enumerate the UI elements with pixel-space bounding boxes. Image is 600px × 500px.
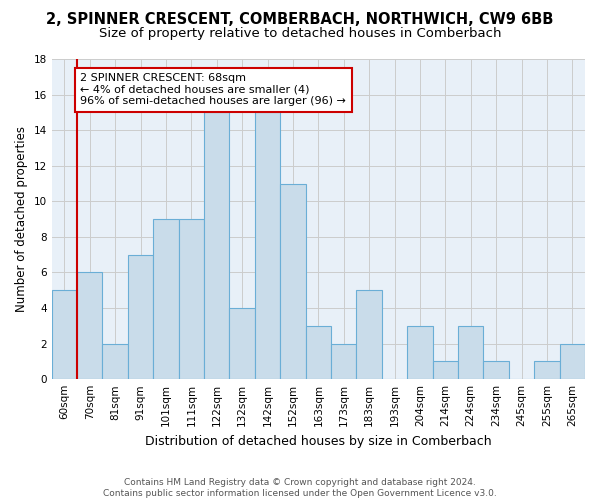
- Y-axis label: Number of detached properties: Number of detached properties: [15, 126, 28, 312]
- Bar: [280, 184, 305, 379]
- Bar: [52, 290, 77, 379]
- Bar: [407, 326, 433, 379]
- Bar: [331, 344, 356, 379]
- Text: Contains HM Land Registry data © Crown copyright and database right 2024.
Contai: Contains HM Land Registry data © Crown c…: [103, 478, 497, 498]
- Text: Size of property relative to detached houses in Comberbach: Size of property relative to detached ho…: [99, 28, 501, 40]
- Bar: [356, 290, 382, 379]
- Bar: [128, 254, 153, 379]
- Bar: [77, 272, 103, 379]
- Bar: [305, 326, 331, 379]
- Bar: [433, 362, 458, 379]
- Bar: [153, 219, 179, 379]
- Bar: [458, 326, 484, 379]
- Bar: [534, 362, 560, 379]
- Bar: [484, 362, 509, 379]
- X-axis label: Distribution of detached houses by size in Comberbach: Distribution of detached houses by size …: [145, 434, 491, 448]
- Bar: [204, 112, 229, 379]
- Bar: [179, 219, 204, 379]
- Bar: [560, 344, 585, 379]
- Bar: [255, 112, 280, 379]
- Bar: [229, 308, 255, 379]
- Text: 2 SPINNER CRESCENT: 68sqm
← 4% of detached houses are smaller (4)
96% of semi-de: 2 SPINNER CRESCENT: 68sqm ← 4% of detach…: [80, 73, 346, 106]
- Bar: [103, 344, 128, 379]
- Text: 2, SPINNER CRESCENT, COMBERBACH, NORTHWICH, CW9 6BB: 2, SPINNER CRESCENT, COMBERBACH, NORTHWI…: [46, 12, 554, 28]
